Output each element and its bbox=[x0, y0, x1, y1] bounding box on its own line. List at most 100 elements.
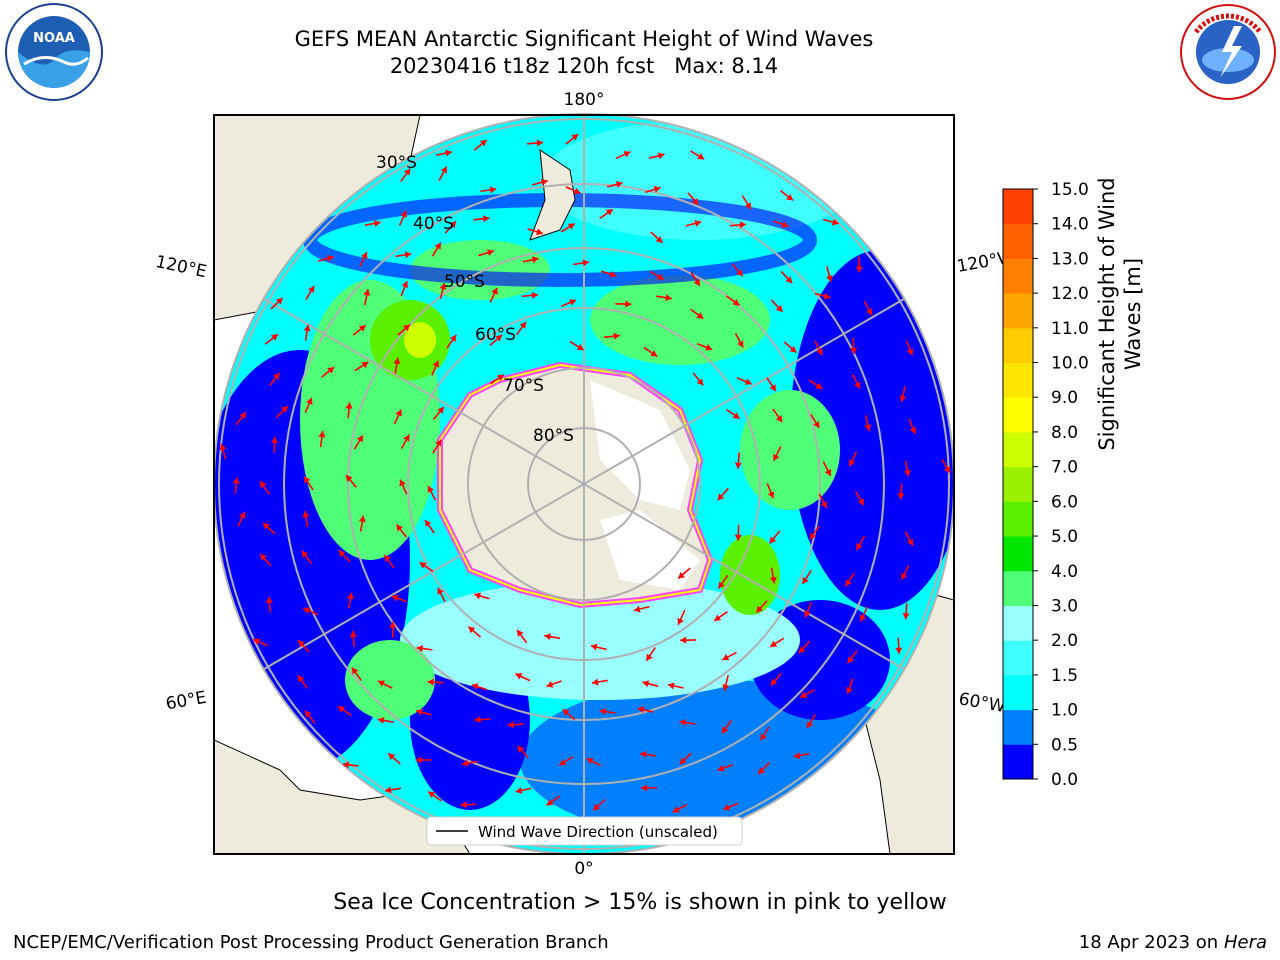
wave-arrow bbox=[822, 461, 832, 477]
wave-arrow bbox=[734, 332, 744, 348]
wave-arrow bbox=[437, 587, 446, 603]
wave-arrow bbox=[770, 299, 784, 313]
wave-arrow bbox=[516, 629, 528, 644]
wave-arrow bbox=[798, 640, 811, 654]
wave-arrow bbox=[489, 287, 498, 303]
colorbar-tick-label: 12.0 bbox=[1051, 284, 1089, 304]
wave-arrow bbox=[562, 708, 576, 721]
colorbar-tick-label: 15.0 bbox=[1051, 180, 1089, 200]
colorbar-tick-label: 1.0 bbox=[1051, 701, 1078, 721]
lon-label-180: 180° bbox=[564, 90, 605, 110]
wave-arrow bbox=[814, 340, 823, 356]
wave-arrow bbox=[855, 256, 863, 273]
wave-arrow bbox=[722, 802, 739, 811]
wave-direction-arrows bbox=[219, 133, 951, 843]
wave-arrow bbox=[446, 334, 457, 349]
wave-arrow bbox=[783, 341, 797, 354]
wave-arrow bbox=[846, 650, 858, 664]
footer-branch: NCEP/EMC/Verification Post Processing Pr… bbox=[13, 932, 609, 953]
wave-arrow bbox=[474, 716, 491, 724]
wave-arrow bbox=[270, 297, 284, 310]
wave-arrow bbox=[275, 405, 289, 418]
wave-arrow bbox=[897, 483, 905, 500]
wave-arrow bbox=[432, 406, 445, 420]
wave-arrow bbox=[377, 680, 393, 689]
wave-arrow bbox=[757, 761, 771, 775]
footer-date-text: 18 Apr 2023 on bbox=[1078, 932, 1224, 953]
wave-arrow bbox=[905, 340, 914, 356]
wave-arrow bbox=[384, 786, 401, 794]
colorbar-segment bbox=[1003, 189, 1033, 225]
wave-arrow bbox=[565, 186, 581, 195]
wave-arrow bbox=[419, 561, 434, 573]
wave-arrow bbox=[565, 133, 579, 145]
colorbar-segment bbox=[1003, 466, 1033, 502]
colorbar-tick-label: 3.0 bbox=[1051, 596, 1078, 616]
wave-arrow bbox=[863, 300, 873, 316]
wave-arrow bbox=[342, 761, 359, 769]
wave-arrow bbox=[345, 402, 353, 419]
wave-arrow bbox=[416, 645, 433, 652]
wave-arrow bbox=[391, 594, 407, 603]
wave-arrow bbox=[489, 334, 503, 347]
wave-arrow bbox=[252, 638, 269, 647]
wave-arrow bbox=[338, 549, 351, 563]
wave-arrow bbox=[516, 745, 529, 759]
wave-arrow bbox=[734, 524, 742, 541]
wave-arrow bbox=[352, 324, 367, 336]
wave-arrow bbox=[769, 530, 781, 545]
wave-arrow bbox=[826, 266, 833, 283]
wave-arrow bbox=[473, 139, 488, 151]
wave-arrow bbox=[941, 458, 951, 474]
colorbar: 0.0 0.5 1.0 1.5 2.0 3.0 4.0 5.0 6.0 7.0 8.0 9.0 10.0… bbox=[1002, 180, 1089, 790]
wave-arrow bbox=[515, 321, 527, 336]
wave-arrow bbox=[558, 756, 574, 766]
wave-arrow bbox=[772, 408, 783, 423]
wave-arrow bbox=[722, 675, 730, 691]
wave-arrow bbox=[318, 255, 334, 262]
wave-arrow bbox=[760, 726, 770, 741]
wave-arrow bbox=[586, 757, 602, 767]
colorbar-tick-label: 6.0 bbox=[1051, 492, 1078, 512]
colorbar-tick-label: 1.5 bbox=[1051, 666, 1078, 686]
wave-arrow bbox=[304, 710, 316, 724]
wave-arrow bbox=[809, 525, 820, 540]
wave-arrow bbox=[478, 249, 495, 257]
wave-arrow bbox=[726, 408, 741, 420]
wave-arrow bbox=[304, 397, 313, 413]
wave-arrow bbox=[804, 602, 812, 618]
wave-arrow bbox=[471, 683, 488, 691]
footer-date: 18 Apr 2023 on Hera bbox=[1079, 932, 1267, 953]
wave-arrow bbox=[439, 282, 447, 299]
footer-machine: Hera bbox=[1223, 932, 1267, 953]
wave-arrow bbox=[818, 493, 828, 509]
colorbar-segment bbox=[1003, 570, 1033, 606]
wave-arrow bbox=[615, 151, 631, 160]
wave-arrow bbox=[721, 719, 732, 734]
colorbar-segment bbox=[1003, 640, 1033, 676]
lat-label-60s: 60°S bbox=[475, 325, 516, 345]
wave-arrow bbox=[259, 553, 272, 567]
wave-arrow bbox=[435, 149, 452, 157]
wave-arrow bbox=[359, 251, 368, 267]
graticule bbox=[218, 114, 950, 854]
wave-arrow bbox=[690, 150, 705, 160]
wave-arrow bbox=[432, 439, 443, 454]
legend: Wind Wave Direction (unscaled) bbox=[426, 816, 743, 846]
lat-label-40s: 40°S bbox=[413, 214, 454, 234]
wave-arrow bbox=[850, 337, 858, 355]
wave-arrow bbox=[769, 637, 785, 648]
wave-arrow bbox=[431, 360, 440, 376]
wave-arrow bbox=[672, 803, 688, 813]
wave-arrow bbox=[772, 446, 782, 462]
wave-arrow bbox=[400, 168, 411, 182]
colorbar-tick-label: 11.0 bbox=[1051, 319, 1089, 339]
wave-arrow bbox=[769, 567, 777, 584]
wave-arrow bbox=[399, 479, 408, 495]
wave-arrow bbox=[603, 332, 620, 340]
wave-arrow bbox=[415, 708, 432, 716]
colorbar-tick-label: 0.5 bbox=[1051, 735, 1078, 755]
wave-arrow bbox=[395, 524, 408, 538]
colorbar-segment bbox=[1003, 605, 1033, 641]
